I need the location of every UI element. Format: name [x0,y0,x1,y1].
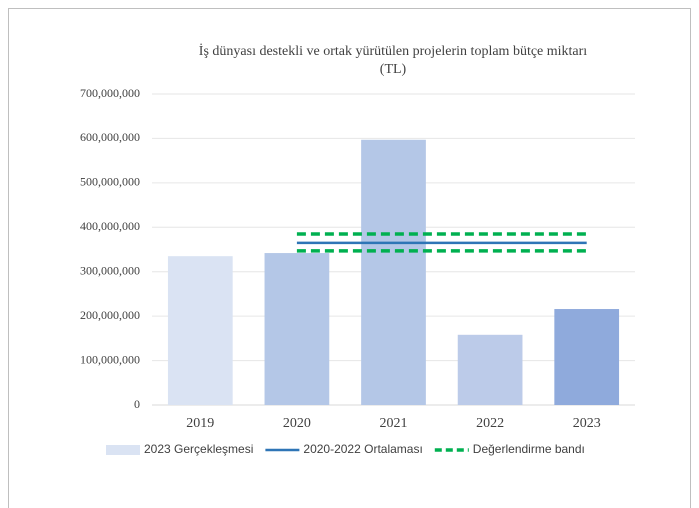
y-tick-label: 700,000,000 [80,86,140,100]
x-tick-label: 2022 [476,416,504,431]
legend-label: Değerlendirme bandı [473,442,585,456]
y-tick-label: 100,000,000 [80,352,140,366]
bar [264,253,330,405]
chart-title: (TL) [380,62,407,77]
legend-swatch [106,445,140,455]
y-tick-label: 0 [134,397,140,411]
y-tick-label: 300,000,000 [80,263,140,277]
bar [361,139,426,406]
y-tick-label: 200,000,000 [80,308,140,322]
chart-frame [8,8,691,508]
x-tick-label: 2023 [573,416,601,431]
x-tick-label: 2020 [283,416,311,431]
legend-label: 2020-2022 Ortalaması [303,442,422,456]
x-tick-label: 2019 [186,416,214,431]
y-tick-label: 400,000,000 [80,219,140,233]
x-tick-label: 2021 [380,416,408,431]
y-tick-label: 600,000,000 [80,130,140,144]
y-tick-label: 500,000,000 [80,175,140,189]
chart-title: İş dünyası destekli ve ortak yürütülen p… [199,43,588,59]
bar [554,309,620,405]
bar [457,334,523,405]
legend-label: 2023 Gerçekleşmesi [144,442,253,456]
bar [167,256,233,405]
